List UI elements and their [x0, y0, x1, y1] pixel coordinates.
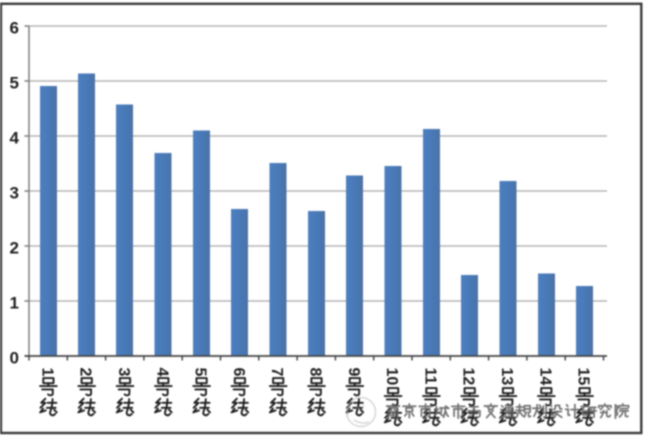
svg-text:13: 13 — [498, 368, 515, 386]
svg-text:4: 4 — [10, 129, 20, 148]
svg-text:5: 5 — [10, 74, 19, 93]
svg-text:15: 15 — [575, 368, 592, 386]
svg-text:6: 6 — [230, 368, 247, 377]
svg-text:2: 2 — [10, 239, 19, 258]
svg-text:14: 14 — [536, 368, 553, 386]
svg-text:12: 12 — [460, 368, 477, 386]
svg-text:8: 8 — [307, 368, 324, 377]
svg-text:10: 10 — [383, 368, 400, 386]
svg-text:7: 7 — [268, 368, 285, 377]
svg-text:2: 2 — [77, 368, 94, 377]
svg-text:1: 1 — [38, 368, 55, 377]
svg-text:3: 3 — [115, 368, 132, 377]
svg-text:6: 6 — [10, 19, 19, 38]
svg-text:3: 3 — [10, 184, 19, 203]
svg-text:1: 1 — [10, 294, 19, 313]
svg-text:0: 0 — [10, 349, 19, 368]
svg-text:4: 4 — [153, 368, 170, 377]
svg-text:9: 9 — [345, 368, 362, 377]
svg-text:5: 5 — [192, 368, 209, 377]
svg-text:11: 11 — [421, 368, 438, 385]
